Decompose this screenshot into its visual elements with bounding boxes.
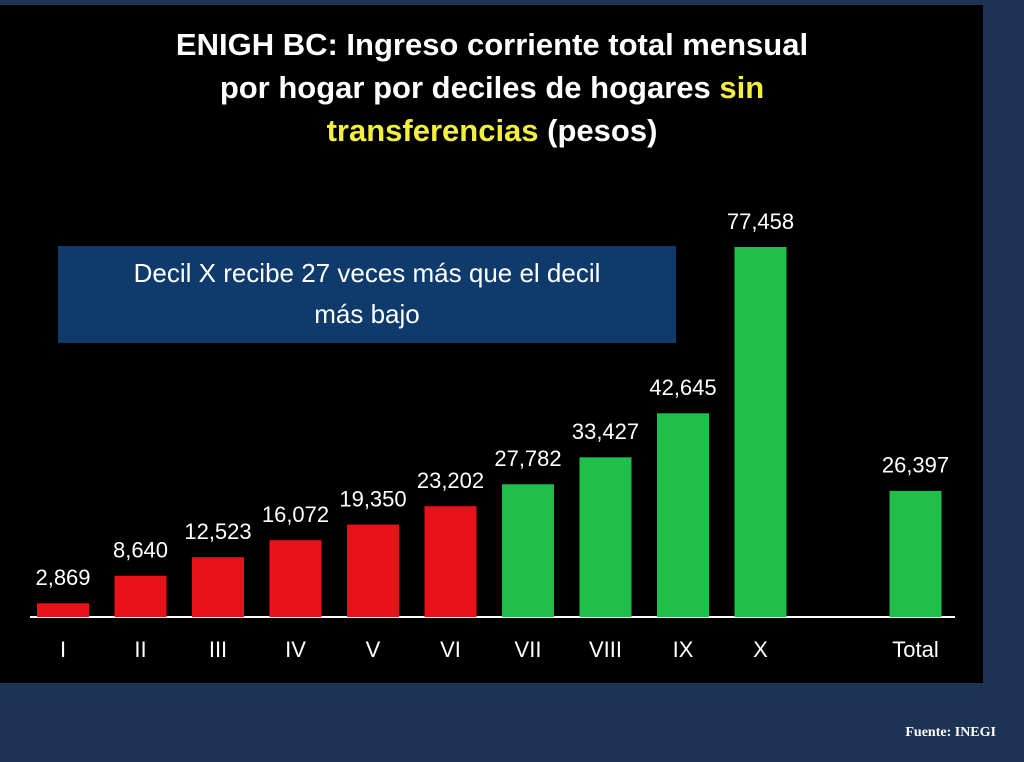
bar	[37, 603, 89, 617]
annotation-box	[58, 246, 676, 343]
x-tick-label: VIII	[589, 637, 622, 662]
value-label: 26,397	[882, 453, 949, 478]
value-label: 2,869	[35, 565, 90, 590]
bar	[269, 540, 322, 617]
x-tick-label: X	[753, 637, 768, 662]
value-label: 42,645	[649, 375, 716, 400]
x-tick-label: II	[134, 637, 146, 662]
title-segment: transferencias	[327, 113, 539, 148]
x-tick-label: III	[209, 637, 227, 662]
x-tick-label: VI	[440, 637, 461, 662]
x-tick-label: IV	[285, 637, 306, 662]
bar	[347, 524, 399, 617]
title-segment: sin	[719, 70, 764, 105]
title-segment: por hogar por deciles de hogares	[220, 70, 720, 105]
x-tick-label: Total	[892, 637, 938, 662]
source: Fuente: INEGI	[905, 725, 996, 740]
bar	[734, 247, 787, 617]
bar	[657, 413, 709, 617]
value-label: 8,640	[113, 538, 168, 563]
value-label: 77,458	[727, 209, 794, 234]
chart-title-line: ENIGH BC: Ingreso corriente total mensua…	[176, 27, 808, 62]
x-tick-label: IX	[673, 637, 694, 662]
value-label: 23,202	[417, 468, 484, 493]
value-label: 33,427	[572, 419, 639, 444]
value-label: 16,072	[262, 502, 329, 527]
title-segment: (pesos)	[539, 113, 658, 148]
x-tick-label: I	[60, 637, 66, 662]
bar	[114, 575, 167, 617]
bar	[424, 506, 477, 617]
bar	[579, 457, 632, 617]
value-label: 19,350	[339, 486, 406, 511]
bar	[889, 490, 942, 617]
x-tick-label: V	[366, 637, 381, 662]
annotation-line: Decil X recibe 27 veces más que el decil	[134, 258, 601, 288]
value-label: 27,782	[494, 446, 561, 471]
x-tick-label: VII	[515, 637, 542, 662]
value-label: 12,523	[184, 519, 251, 544]
title-segment: ENIGH BC: Ingreso corriente total mensua…	[176, 27, 808, 62]
chart-title-line: por hogar por deciles de hogares sin	[220, 70, 764, 105]
bar	[192, 557, 244, 617]
chart-title-line: transferencias (pesos)	[327, 113, 658, 148]
bar	[502, 484, 554, 617]
chart-panel	[0, 5, 983, 683]
annotation-line: más bajo	[314, 299, 420, 329]
